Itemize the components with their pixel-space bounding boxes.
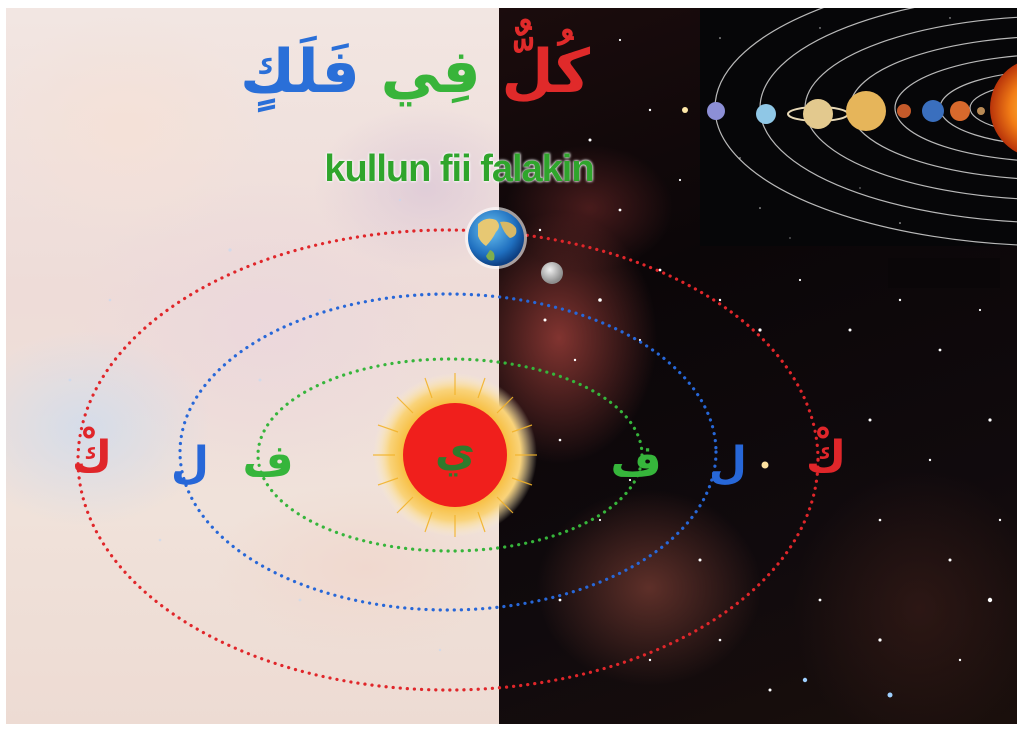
earth-icon bbox=[465, 207, 527, 269]
title-word-fi: فِي bbox=[380, 37, 481, 107]
moon-icon bbox=[541, 262, 563, 284]
title-word-falak: فَلَكٍ bbox=[240, 37, 360, 107]
venus-icon bbox=[950, 101, 970, 121]
transliteration-title: kullun fii falakin bbox=[324, 148, 594, 190]
mercury-icon bbox=[977, 107, 985, 115]
letter-left-inner: ف bbox=[242, 436, 294, 487]
jupiter-icon bbox=[846, 91, 886, 131]
title-word-kul: كُلٌّ bbox=[501, 37, 590, 107]
outer-orbit bbox=[76, 228, 820, 692]
inner-orbit bbox=[256, 357, 644, 553]
letter-left-outer: كْ bbox=[71, 432, 113, 483]
solar-system-illustration bbox=[707, 8, 1017, 246]
letter-center: ي bbox=[434, 426, 476, 477]
saturn-icon bbox=[803, 99, 833, 129]
sun-icon bbox=[373, 373, 537, 537]
solar-system-image bbox=[700, 8, 1017, 246]
neptune-icon bbox=[707, 102, 725, 120]
earth-small-icon bbox=[922, 100, 944, 122]
letter-right-inner: ف bbox=[610, 436, 662, 487]
light-nebula-background bbox=[6, 8, 499, 724]
mars-icon bbox=[897, 104, 911, 118]
letter-right-middle: ل bbox=[708, 438, 748, 489]
middle-orbit bbox=[178, 292, 718, 612]
faint-stars bbox=[68, 198, 442, 652]
letter-right-outer: كْ bbox=[805, 432, 847, 483]
solar-sun-icon bbox=[990, 63, 1017, 153]
dark-label-patch bbox=[888, 258, 1000, 288]
stars bbox=[538, 38, 1002, 698]
letter-left-middle: ل bbox=[170, 438, 210, 489]
uranus-icon bbox=[756, 104, 776, 124]
arabic-title: كُلٌّ فِي فَلَكٍ bbox=[240, 32, 590, 112]
